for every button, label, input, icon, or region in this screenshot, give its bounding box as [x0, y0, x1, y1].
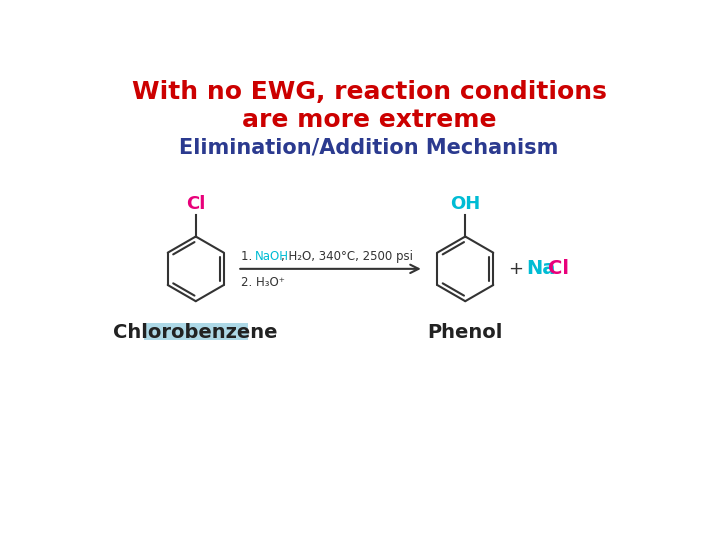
Text: With no EWG, reaction conditions: With no EWG, reaction conditions [132, 80, 606, 104]
Text: OH: OH [450, 195, 480, 213]
Text: Na: Na [526, 259, 555, 278]
Text: Chlorobenzene: Chlorobenzene [114, 323, 278, 342]
Text: Cl: Cl [186, 195, 205, 213]
Text: Phenol: Phenol [428, 323, 503, 342]
Text: 1.: 1. [241, 250, 256, 263]
FancyBboxPatch shape [144, 323, 248, 340]
Text: 2. H₃O⁺: 2. H₃O⁺ [241, 276, 285, 289]
Text: Elimination/Addition Mechanism: Elimination/Addition Mechanism [179, 137, 559, 157]
Text: Cl: Cl [548, 259, 569, 278]
Text: +: + [509, 260, 530, 278]
Text: are more extreme: are more extreme [242, 108, 496, 132]
Text: , H₂O, 340°C, 2500 psi: , H₂O, 340°C, 2500 psi [282, 250, 413, 263]
Text: NaOH: NaOH [255, 250, 289, 263]
